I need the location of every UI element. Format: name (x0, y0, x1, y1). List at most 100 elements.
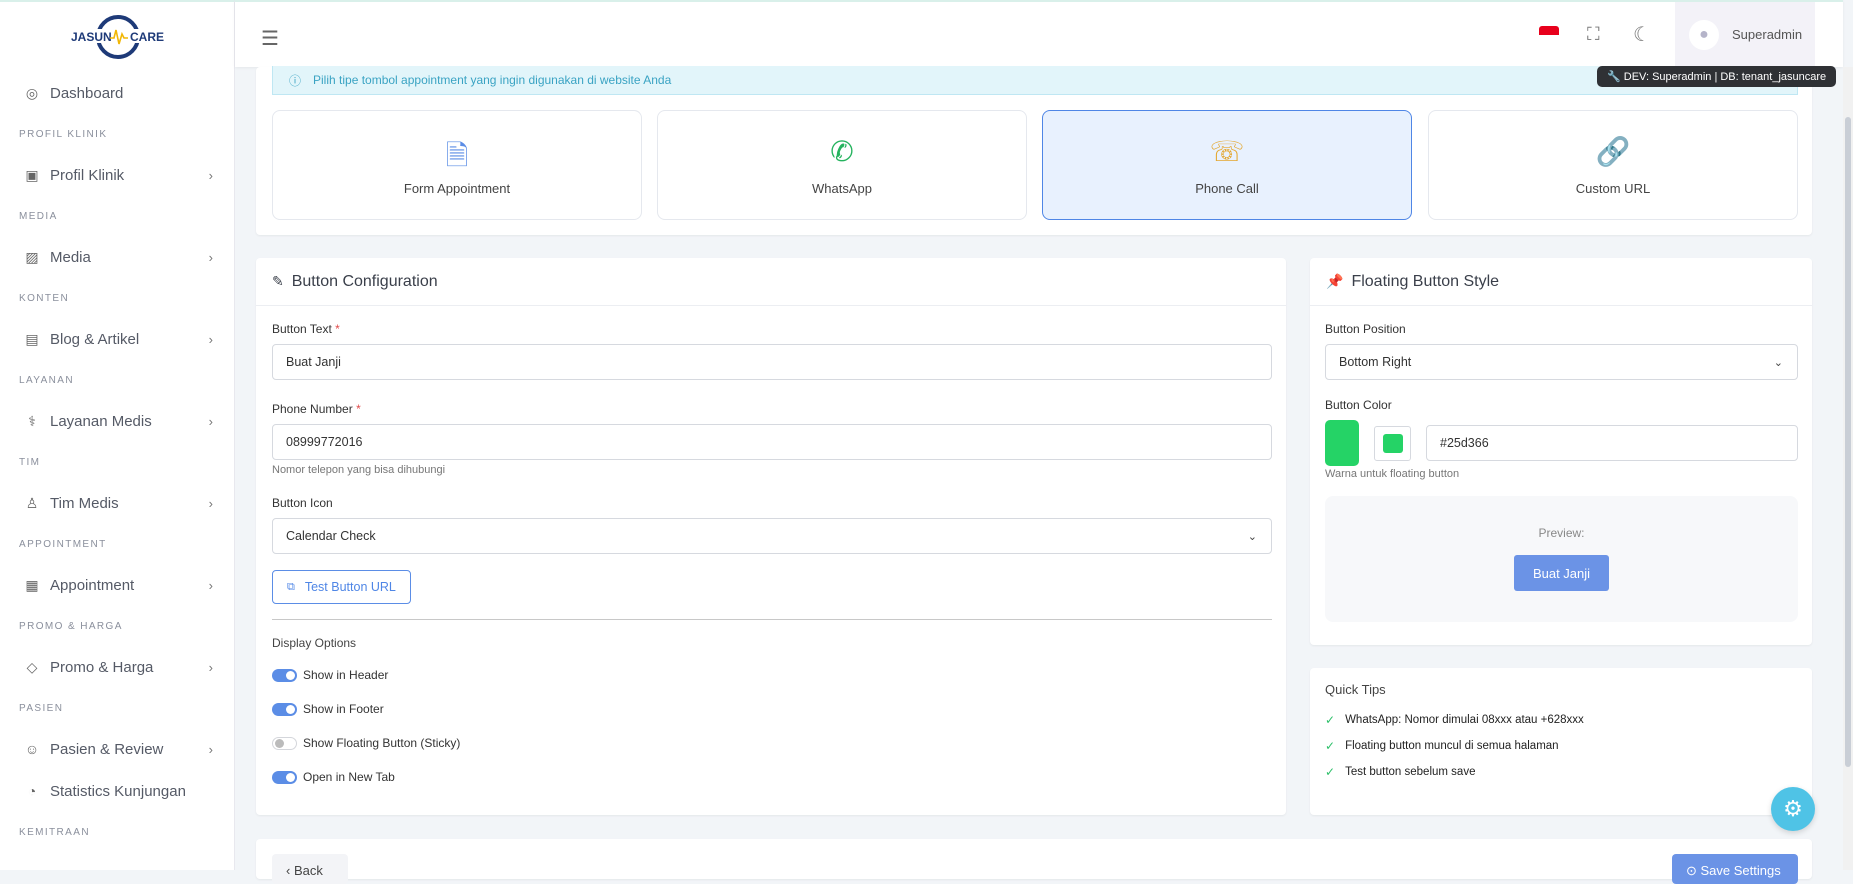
chevron-down-icon: ⌄ (1773, 356, 1783, 369)
sidebar-item-label: Layanan Medis (50, 412, 152, 430)
sidebar-item-label: Dashboard (50, 84, 124, 102)
sidebar-item-promo-harga[interactable]: ◇ Promo & Harga › (0, 646, 235, 688)
type-option-form-appointment[interactable]: 🗎 Form Appointment (272, 110, 642, 220)
dashboard-icon: ◎ (25, 84, 39, 101)
sidebar-section-label: APPOINTMENT (19, 538, 107, 550)
svg-text:CARE: CARE (130, 30, 164, 44)
type-option-label: Phone Call (1195, 180, 1259, 196)
footer-actions-card: ‹ Back ⊙ Save Settings (256, 839, 1812, 884)
toggle-row: Show in Footer (272, 692, 1272, 726)
sidebar-nav: ◎ Dashboard PROFIL KLINIK ▣ Profil Klinik › ME… (0, 72, 235, 852)
info-alert: ⓘ Pilih tipe tombol appointment yang ingi… (272, 66, 1798, 95)
phone-number-input[interactable]: 08999772016 (272, 424, 1272, 460)
avatar: ● (1689, 19, 1719, 50)
tip-text: WhatsApp: Nomor dimulai 08xxx atau +628x… (1345, 714, 1584, 726)
info-icon: ⓘ (289, 73, 302, 88)
fullscreen-icon[interactable]: ⛶ (1587, 24, 1600, 44)
article-icon: ▤ (25, 330, 39, 347)
toggle-switch[interactable] (272, 702, 297, 716)
topbar: ☰ ⛶ ☾ ● Superadmin (235, 0, 1843, 67)
type-option-custom-url[interactable]: 🔗 Custom URL (1428, 110, 1798, 220)
button-position-select[interactable]: Bottom Right ⌄ (1325, 344, 1798, 380)
display-options-title: Display Options (272, 636, 357, 650)
sidebar: JASUN CARE ◎ Dashboard PROFIL KLINIK ▣ Profil… (0, 0, 235, 870)
building-icon: ▣ (25, 166, 39, 183)
external-link-icon: ⧉ (287, 580, 295, 593)
dark-mode-moon-icon[interactable]: ☾ (1633, 24, 1651, 46)
whatsapp-icon: ✆ (830, 135, 854, 167)
menu-toggle-icon[interactable]: ☰ (261, 28, 279, 50)
save-settings-button[interactable]: ⊙ Save Settings (1672, 854, 1798, 884)
chevron-right-icon: › (208, 659, 213, 675)
toggle-switch[interactable] (272, 736, 297, 750)
scrollbar[interactable] (1843, 67, 1853, 870)
chevron-right-icon: › (208, 167, 213, 183)
phone-help-text: Nomor telepon yang bisa dihubungi (272, 464, 446, 476)
card-title: Button Configuration (291, 272, 438, 290)
sidebar-item-label: Tim Medis (50, 494, 119, 512)
sidebar-item-label: Blog & Artikel (50, 330, 140, 348)
sidebar-item-appointment[interactable]: ▦ Appointment › (0, 564, 235, 606)
gear-icon: ⚙ (1783, 796, 1803, 821)
pin-icon: 📌 (1326, 273, 1344, 289)
toggle-row: Open in New Tab (272, 760, 1272, 794)
sidebar-item-pasien-review[interactable]: ☺ Pasien & Review › (0, 728, 235, 770)
chevron-right-icon: › (208, 577, 213, 593)
user-menu[interactable]: ● Superadmin (1675, 2, 1815, 67)
button-icon-select[interactable]: Calendar Check ⌄ (272, 518, 1272, 554)
button-text-input[interactable]: Buat Janji (272, 344, 1272, 380)
type-option-label: Form Appointment (403, 180, 511, 196)
color-swatch (1325, 420, 1359, 466)
stethoscope-icon: ⚕ (28, 412, 36, 429)
sidebar-item-statistics-kunjungan[interactable]: ◔ Statistics Kunjungan (0, 770, 235, 812)
tip-item: ✓ Test button sebelum save (1325, 759, 1797, 785)
test-button-url-button[interactable]: ⧉ Test Button URL (272, 570, 411, 604)
toggle-switch[interactable] (272, 770, 297, 784)
tag-icon: ◇ (26, 658, 38, 675)
back-button[interactable]: ‹ Back (272, 854, 348, 884)
sidebar-item-blog-artikel[interactable]: ▤ Blog & Artikel › (0, 318, 235, 360)
button-text-label: Button Text (272, 322, 332, 336)
sidebar-item-media[interactable]: ▨ Media › (0, 236, 235, 278)
sidebar-section-label: LAYANAN (19, 374, 75, 386)
user-name: Superadmin (1732, 27, 1803, 42)
check-circle-icon: ✓ (1325, 765, 1336, 779)
tip-item: ✓ WhatsApp: Nomor dimulai 08xxx atau +628… (1325, 707, 1797, 733)
sidebar-item-tim-medis[interactable]: ♙ Tim Medis › (0, 482, 235, 524)
sidebar-item-label: Media (50, 248, 91, 266)
dev-tooltip: 🔧 DEV: Superadmin | DB: tenant_jasuncare (1597, 66, 1837, 87)
type-option-phone-call[interactable]: ☏ Phone Call (1042, 110, 1412, 220)
color-picker[interactable] (1374, 425, 1411, 461)
alert-text: Pilih tipe tombol appointment yang ingin… (313, 73, 672, 87)
preview-button[interactable]: Buat Janji (1514, 555, 1609, 591)
toggle-label: Open in New Tab (303, 770, 395, 784)
type-option-whatsapp[interactable]: ✆ WhatsApp (657, 110, 1027, 220)
sidebar-section-label: PROMO & HARGA (19, 620, 123, 632)
sidebar-section-label: KEMITRAAN (19, 826, 90, 838)
sidebar-item-layanan-medis[interactable]: ⚕ Layanan Medis › (0, 400, 235, 442)
toggle-label: Show in Header (303, 668, 389, 682)
language-flag-icon[interactable] (1539, 26, 1559, 35)
floating-button-style-card: 📌 Floating Button Style Button Position B… (1310, 258, 1812, 645)
preview-box: Preview: Buat Janji (1325, 496, 1798, 622)
type-option-label: WhatsApp (812, 180, 872, 196)
chevron-down-icon: ⌄ (1247, 530, 1257, 543)
image-icon: ▨ (25, 248, 39, 265)
sidebar-item-label: Promo & Harga (50, 658, 154, 676)
tip-item: ✓ Floating button muncul di semua halaman (1325, 733, 1797, 759)
toggle-switch[interactable] (272, 668, 297, 682)
sidebar-item-profil-klinik[interactable]: ▣ Profil Klinik › (0, 154, 235, 196)
chevron-right-icon: › (208, 413, 213, 429)
toggle-row: Show Floating Button (Sticky) (272, 726, 1272, 760)
settings-gear-fab[interactable]: ⚙ (1771, 787, 1815, 831)
toggle-row: Show in Header (272, 658, 1272, 692)
sidebar-section-label: PROFIL KLINIK (19, 128, 108, 140)
sidebar-item-label: Pasien & Review (50, 740, 164, 758)
sidebar-item-dashboard[interactable]: ◎ Dashboard (0, 72, 235, 114)
chevron-right-icon: › (208, 331, 213, 347)
logo[interactable]: JASUN CARE (70, 12, 166, 62)
sidebar-section-label: MEDIA (19, 210, 58, 222)
sidebar-item-label: Statistics Kunjungan (50, 782, 186, 800)
button-icon-label: Button Icon (272, 496, 333, 510)
color-hex-input[interactable]: #25d366 (1426, 425, 1798, 461)
